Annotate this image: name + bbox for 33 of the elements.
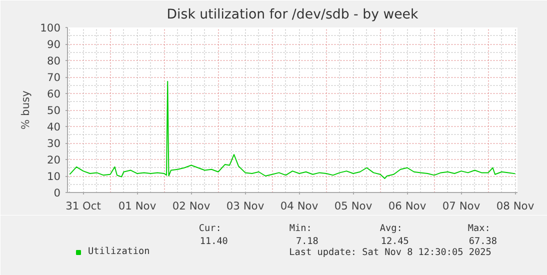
x-tick-label: 01 Nov [118, 200, 156, 212]
text: Last update: Sat Nov 8 12:30:05 2025 [289, 247, 492, 258]
x-tick-label: 31 Oct [66, 200, 101, 212]
y-tick-label: 70 [46, 71, 61, 84]
text: Max: [468, 223, 490, 234]
x-tick-label: 06 Nov [388, 200, 426, 212]
x-tick-label: 07 Nov [442, 200, 480, 212]
chart-title: Disk utilization for /dev/sdb - by week [166, 8, 418, 22]
y-tick-label: 0 [54, 186, 61, 200]
y-tick-label: 50 [46, 104, 61, 117]
text: Min: [289, 223, 312, 234]
y-axis-title: % busy [19, 90, 32, 130]
text: Avg: [380, 223, 402, 234]
x-tick-label: 03 Nov [226, 200, 264, 212]
line-series [69, 80, 516, 179]
text: 7.18 [296, 236, 319, 247]
y-tick-label: 100 [40, 22, 61, 34]
text: 67.38 [468, 236, 498, 247]
y-tick-label: 20 [46, 154, 61, 166]
y-tick-label: 80 [46, 54, 61, 68]
x-tick-label: 04 Nov [280, 200, 318, 212]
y-tick-label: 30 [46, 137, 61, 150]
x-tick-label: 02 Nov [172, 200, 210, 212]
x-tick-label: 05 Nov [334, 200, 372, 212]
text: Cur: [198, 223, 222, 234]
text: 11.40 [200, 236, 228, 247]
text: 12.45 [380, 236, 409, 247]
legend-label: Utilization [88, 246, 150, 257]
y-tick-label: 40 [46, 120, 61, 134]
y-tick-label: 60 [46, 88, 61, 100]
x-tick-label: 08 Nov [496, 200, 534, 212]
y-tick-label: 10 [46, 170, 61, 183]
y-tick-label: 90 [46, 38, 61, 51]
